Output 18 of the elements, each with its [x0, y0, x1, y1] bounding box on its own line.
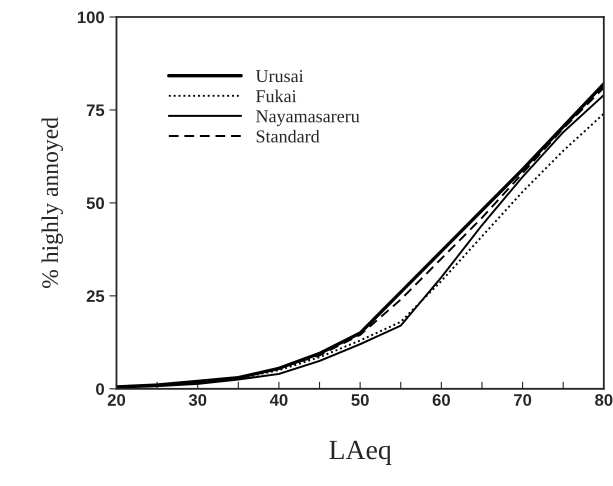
y-tick-label: 50 — [86, 197, 104, 210]
x-tick-label: 80 — [595, 394, 612, 406]
x-tick-label: 20 — [108, 394, 126, 406]
x-axis-title: LAeq — [329, 440, 392, 465]
x-tick-label: 50 — [351, 394, 369, 406]
legend-label: Standard — [256, 130, 320, 143]
y-tick-label: 100 — [78, 11, 104, 24]
x-tick-label: 40 — [270, 394, 288, 406]
x-tick-label: 60 — [432, 394, 450, 406]
y-tick-label: 25 — [86, 290, 104, 302]
x-tick-label: 70 — [514, 394, 532, 406]
y-tick-label: 0 — [96, 383, 104, 396]
legend-label: Nayamasareru — [256, 110, 360, 126]
x-tick-label: 30 — [188, 394, 206, 406]
y-axis-title: % highly annoyed — [41, 117, 63, 288]
y-tick-label: 75 — [86, 104, 104, 116]
legend-label: Urusai — [256, 70, 304, 82]
legend-label: Fukai — [256, 90, 296, 102]
